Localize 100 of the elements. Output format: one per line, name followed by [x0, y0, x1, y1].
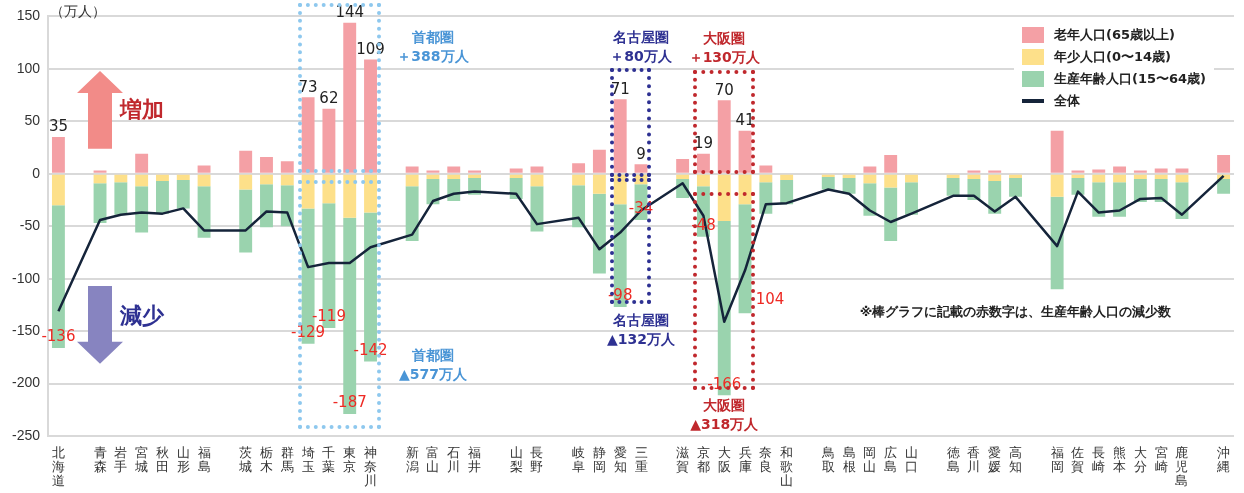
bar [1092, 174, 1106, 183]
bar [1050, 174, 1064, 197]
bar [967, 170, 981, 173]
bar [1154, 174, 1168, 180]
y-tick-label: -200 [11, 374, 41, 391]
bar [322, 108, 336, 173]
bar [51, 174, 65, 206]
annotation: 名古屋圏▲132万人 [607, 312, 676, 348]
data-label: -136 [41, 327, 76, 346]
bar [905, 174, 918, 183]
x-tick-label: 和歌山 [780, 445, 794, 488]
x-tick-label: 石川 [447, 445, 461, 475]
bar [260, 174, 273, 185]
x-tick-label: 鳥取 [820, 445, 835, 475]
bar [239, 174, 253, 190]
annotation: 大阪圏＋130万人 [688, 30, 761, 66]
bar [1133, 179, 1147, 203]
x-tick-label: 山形 [176, 445, 190, 475]
annotation: 104 [755, 289, 785, 308]
x-tick-label: 香川 [967, 445, 981, 475]
bar [1217, 179, 1231, 194]
annotation: 減少 [118, 303, 165, 329]
data-label: 19 [693, 134, 713, 153]
bar [1133, 174, 1147, 180]
bar [280, 174, 294, 186]
x-tick-label: 千葉 [322, 445, 336, 475]
y-tick-label: -250 [11, 426, 41, 443]
bar [1009, 177, 1022, 197]
annotation: 首都圏＋388万人 [397, 29, 470, 65]
x-tick-label: 熊本 [1113, 445, 1127, 475]
x-tick-label: 愛知 [613, 445, 627, 475]
y-tick-label: 0 [32, 164, 41, 181]
bar [738, 130, 752, 173]
x-tick-label: 大分 [1133, 445, 1147, 475]
data-label: -129 [291, 323, 326, 342]
x-tick-label: 三重 [634, 445, 648, 475]
annotation: ※棒グラフに記載の赤数字は、生産年齢人口の減少数 [859, 303, 1173, 319]
bar [1113, 174, 1127, 183]
x-tick-label: 長野 [530, 445, 544, 475]
data-label: 73 [298, 77, 318, 96]
bar [468, 174, 482, 178]
bar [696, 153, 710, 173]
x-tick-label: 岐阜 [572, 445, 586, 475]
bar [260, 184, 273, 228]
x-tick-label: 京都 [696, 445, 710, 475]
x-tick-label: 長崎 [1092, 445, 1106, 475]
bar [613, 99, 627, 173]
bar [426, 170, 440, 173]
data-label: 9 [636, 144, 646, 163]
bar [301, 97, 315, 173]
bar [572, 185, 586, 228]
bar [842, 174, 856, 178]
annotation: 増加 [118, 96, 164, 122]
bar [946, 177, 960, 196]
x-tick-label: 高知 [1009, 445, 1023, 475]
x-tick-label: 徳島 [946, 445, 960, 475]
x-tick-label: 富山 [426, 445, 440, 475]
x-tick-label: 神奈川 [364, 445, 378, 488]
bar [509, 168, 523, 173]
bar [197, 165, 211, 173]
bar [946, 174, 960, 178]
x-tick-label: 広島 [884, 445, 898, 475]
bar [1050, 196, 1064, 290]
bar [343, 174, 357, 218]
bar [676, 159, 690, 173]
x-tick-label: 青森 [93, 445, 107, 475]
bar [884, 154, 898, 173]
x-tick-label: 福島 [197, 445, 211, 475]
bar [114, 182, 128, 215]
x-tick-label: 岡山 [863, 445, 877, 475]
bar [405, 174, 419, 187]
bar [301, 174, 315, 209]
bar [1113, 182, 1127, 217]
x-tick-label: 栃木 [259, 445, 273, 475]
x-tick-label: 新潟 [405, 445, 419, 475]
x-tick-label: 滋賀 [676, 445, 690, 475]
bar [530, 166, 544, 173]
x-tick-label: 愛媛 [988, 445, 1002, 475]
data-label: -142 [353, 340, 388, 359]
bar [759, 174, 773, 183]
bar [280, 161, 294, 173]
bar [717, 174, 731, 221]
x-tick-label: 宮城 [134, 445, 149, 475]
bar [988, 170, 1002, 173]
bar [884, 174, 898, 188]
bar [197, 174, 211, 187]
x-tick-label: 宮崎 [1154, 445, 1168, 475]
bar [156, 174, 169, 182]
bar [1050, 130, 1064, 173]
legend-label: 生産年齢人口(15〜64歳) [1054, 70, 1207, 89]
x-tick-label: 奈良 [759, 445, 773, 475]
bar [468, 170, 482, 173]
bar [863, 183, 877, 216]
bar [447, 174, 461, 180]
data-label: 35 [48, 117, 68, 136]
bar [1113, 166, 1127, 173]
y-tick-label: -100 [11, 269, 41, 286]
x-tick-label: 佐賀 [1071, 445, 1085, 475]
y-tick-label: 150 [16, 7, 41, 24]
bar [176, 174, 190, 181]
